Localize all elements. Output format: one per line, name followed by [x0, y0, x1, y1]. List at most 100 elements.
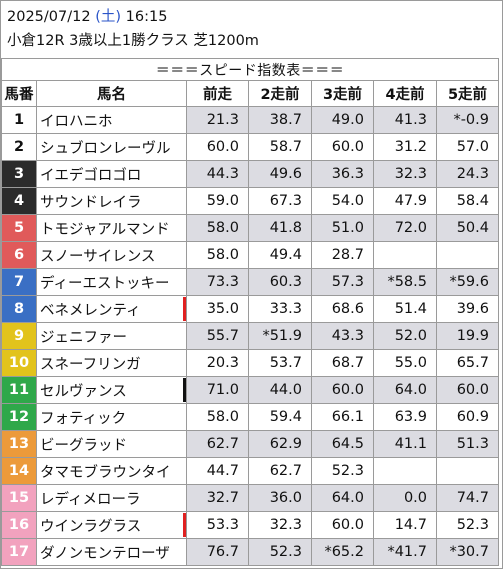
speed-index-cell: 64.5: [311, 430, 374, 458]
horse-number-cell: 16: [1, 511, 37, 539]
horse-name: トモジャアルマンド: [40, 221, 170, 238]
speed-index-cell: 47.9: [373, 187, 437, 215]
table-row: 6 スノーサイレンス 58.0 49.4 28.7: [1, 241, 499, 269]
speed-index-cell: 32.7: [186, 484, 249, 512]
speed-index-cell: 54.0: [311, 187, 374, 215]
horse-name: ジェニファー: [40, 329, 127, 346]
horse-name-cell: ダノンモンテローザ: [36, 538, 187, 566]
horse-name-cell: サウンドレイラ: [36, 187, 187, 215]
horse-name: シュブロンレーヴル: [40, 140, 171, 157]
table-row: 2 シュブロンレーヴル 60.0 58.7 60.0 31.2 57.0: [1, 133, 499, 161]
speed-index-cell: 62.7: [186, 430, 249, 458]
speed-index-cell: 36.3: [311, 160, 374, 188]
speed-index-cell: 68.7: [311, 349, 374, 377]
table-row: 9 ジェニファー 55.7 *51.9 43.3 52.0 19.9: [1, 322, 499, 350]
horse-name-cell: フォティック: [36, 403, 187, 431]
horse-name: ダノンモンテローザ: [40, 545, 170, 562]
speed-index-cell: 51.4: [373, 295, 437, 323]
speed-index-cell: 49.4: [248, 241, 312, 269]
race-info: 小倉12R 3歳以上1勝クラス 芝1200m: [7, 33, 259, 49]
speed-index-cell: *58.5: [373, 268, 437, 296]
speed-index-cell: 55.0: [373, 349, 437, 377]
horse-name: フォティック: [40, 410, 127, 427]
table-row: 17 ダノンモンテローザ 76.7 52.3 *65.2 *41.7 *30.7: [1, 538, 499, 566]
horse-name: タマモブラウンタイ: [40, 464, 171, 481]
table-row: 14 タマモブラウンタイ 44.7 62.7 52.3: [1, 457, 499, 485]
speed-index-cell: 67.3: [248, 187, 312, 215]
speed-index-cell: 35.0: [186, 295, 249, 323]
horse-name-cell: スノーサイレンス: [36, 241, 187, 269]
col-header-3-races-ago: 3走前: [311, 80, 374, 107]
horse-name: セルヴァンス: [40, 383, 127, 400]
speed-index-cell: 32.3: [248, 511, 312, 539]
speed-index-cell: 44.3: [186, 160, 249, 188]
speed-index-cell: 71.0: [186, 376, 249, 404]
table-row: 15 レディメローラ 32.7 36.0 64.0 0.0 74.7: [1, 484, 499, 512]
horse-name-cell: タマモブラウンタイ: [36, 457, 187, 485]
speed-index-cell: 72.0: [373, 214, 437, 242]
speed-index-cell: *51.9: [248, 322, 312, 350]
table-row: 11 セルヴァンス 71.0 44.0 60.0 64.0 60.0: [1, 376, 499, 404]
speed-index-table: ＝＝＝スピード指数表＝＝＝ 馬番 馬名 前走 2走前 3走前 4走前 5走前 1…: [1, 58, 499, 566]
speed-index-cell: 52.0: [373, 322, 437, 350]
speed-index-cell: 20.3: [186, 349, 249, 377]
table-row: 10 スネーフリンガ 20.3 53.7 68.7 55.0 65.7: [1, 349, 499, 377]
speed-index-cell: 50.4: [436, 214, 499, 242]
col-header-number: 馬番: [1, 80, 37, 107]
speed-index-cell: [373, 241, 437, 269]
speed-index-cell: 63.9: [373, 403, 437, 431]
speed-index-cell: 55.7: [186, 322, 249, 350]
speed-index-cell: 49.6: [248, 160, 312, 188]
horse-number-cell: 12: [1, 403, 37, 431]
speed-index-cell: 60.3: [248, 268, 312, 296]
horse-name-cell: セルヴァンス: [36, 376, 187, 404]
speed-index-cell: 14.7: [373, 511, 437, 539]
speed-index-cell: 65.7: [436, 349, 499, 377]
col-header-2-races-ago: 2走前: [248, 80, 312, 107]
col-header-5-races-ago: 5走前: [436, 80, 499, 107]
speed-index-cell: 44.0: [248, 376, 312, 404]
speed-index-cell: 44.7: [186, 457, 249, 485]
speed-index-cell: 43.3: [311, 322, 374, 350]
horse-name: スネーフリンガ: [40, 356, 141, 373]
horse-name: イエデゴロゴロ: [40, 167, 142, 184]
table-row: 7 ディーエストッキー 73.3 60.3 57.3 *58.5 *59.6: [1, 268, 499, 296]
horse-name-cell: イロハニホ: [36, 106, 187, 134]
table-row: 12 フォティック 58.0 59.4 66.1 63.9 60.9: [1, 403, 499, 431]
table-title: ＝＝＝スピード指数表＝＝＝: [1, 58, 499, 81]
horse-name: ディーエストッキー: [40, 275, 170, 292]
horse-name-cell: シュブロンレーヴル: [36, 133, 187, 161]
horse-name: ベネメレンティ: [40, 302, 141, 319]
speed-index-cell: 60.0: [311, 376, 374, 404]
speed-index-cell: 60.9: [436, 403, 499, 431]
speed-index-cell: 41.8: [248, 214, 312, 242]
speed-index-cell: 74.7: [436, 484, 499, 512]
horse-number-cell: 10: [1, 349, 37, 377]
horse-name-cell: ディーエストッキー: [36, 268, 187, 296]
speed-index-cell: 32.3: [373, 160, 437, 188]
speed-index-cell: 41.1: [373, 430, 437, 458]
horse-name-cell: スネーフリンガ: [36, 349, 187, 377]
race-time: 16:15: [125, 9, 168, 25]
speed-index-cell: 59.0: [186, 187, 249, 215]
horse-number-cell: 2: [1, 133, 37, 161]
speed-index-cell: 21.3: [186, 106, 249, 134]
speed-index-cell: 31.2: [373, 133, 437, 161]
horse-number-cell: 6: [1, 241, 37, 269]
col-header-4-races-ago: 4走前: [373, 80, 437, 107]
speed-index-cell: 49.0: [311, 106, 374, 134]
horse-name: レディメローラ: [40, 491, 141, 508]
horse-number-cell: 1: [1, 106, 37, 134]
horse-name-cell: ウインラグラス: [36, 511, 187, 539]
speed-index-cell: 58.0: [186, 214, 249, 242]
table-row: 8 ベネメレンティ 35.0 33.3 68.6 51.4 39.6: [1, 295, 499, 323]
speed-index-cell: 52.3: [311, 457, 374, 485]
horse-name-cell: レディメローラ: [36, 484, 187, 512]
speed-index-cell: 39.6: [436, 295, 499, 323]
horse-number-cell: 4: [1, 187, 37, 215]
horse-name: ビーグラッド: [40, 437, 127, 454]
speed-index-cell: 24.3: [436, 160, 499, 188]
speed-index-cell: 60.0: [311, 511, 374, 539]
speed-index-cell: 62.7: [248, 457, 312, 485]
speed-index-cell: 68.6: [311, 295, 374, 323]
